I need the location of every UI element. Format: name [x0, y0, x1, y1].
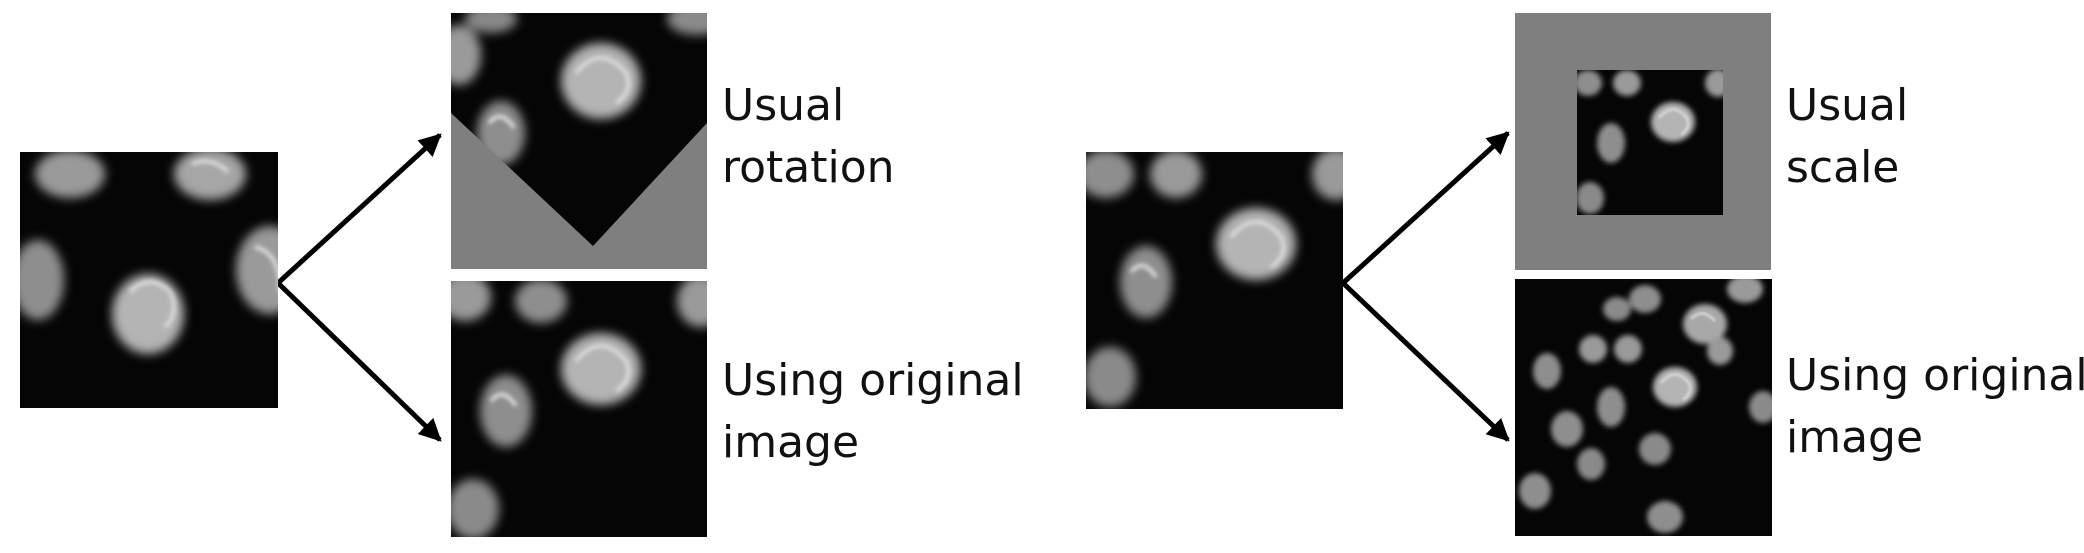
rotated-original-cell-micrograph — [451, 281, 707, 537]
usual-scale-label-line1: Usual — [1786, 75, 1908, 137]
cell-micrograph — [1086, 152, 1343, 409]
arrow-to-original-scale — [1343, 283, 1508, 440]
original-scale-label-line2: image — [1786, 407, 2084, 469]
original-rotation-result — [451, 281, 707, 537]
usual-scale-result — [1515, 13, 1771, 270]
arrow-to-original-rotation — [278, 283, 440, 440]
original-rotation-label: Using original image — [722, 350, 1024, 474]
original-rotation-label-line1: Using original — [722, 350, 1024, 412]
source-cell-image-scale — [1086, 152, 1343, 409]
arrow-to-usual-scale — [1343, 133, 1508, 283]
usual-rotation-label-line2: rotation — [722, 137, 895, 199]
rotated-cell-micrograph — [451, 13, 707, 269]
usual-rotation-result — [451, 13, 707, 269]
source-cell-image-rotation — [20, 152, 278, 408]
zoomed-out-cell-micrograph — [1515, 279, 1772, 536]
usual-scale-label-line2: scale — [1786, 137, 1908, 199]
usual-rotation-label-line1: Usual — [722, 75, 895, 137]
original-scale-result — [1515, 279, 1772, 536]
original-scale-label: Using original image — [1786, 345, 2084, 469]
usual-rotation-label: Usual rotation — [722, 75, 895, 199]
usual-scale-label: Usual scale — [1786, 75, 1908, 199]
original-rotation-label-line2: image — [722, 412, 1024, 474]
arrow-to-usual-rotation — [278, 135, 440, 283]
cell-micrograph — [20, 152, 278, 408]
original-scale-label-line1: Using original — [1786, 345, 2084, 407]
scaled-cell-micrograph — [1515, 13, 1771, 270]
